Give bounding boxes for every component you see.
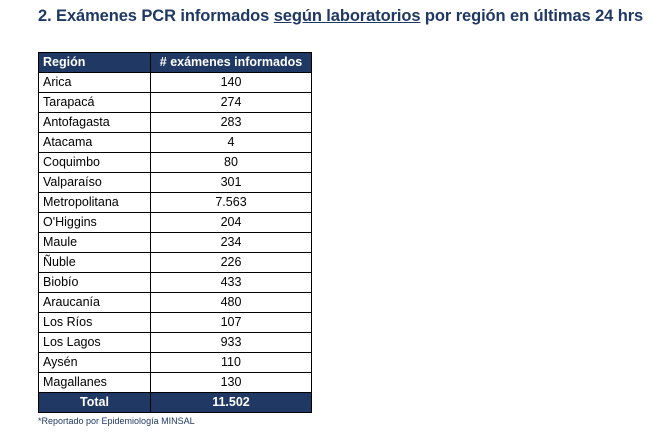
region-cell: Valparaíso <box>38 172 151 193</box>
count-cell: 80 <box>150 152 312 173</box>
region-cell: Coquimbo <box>38 152 151 173</box>
count-cell: 110 <box>150 352 312 373</box>
table-body: Arica 140 Tarapacá 274 Antofagasta 283 A… <box>38 72 312 393</box>
table-row: Magallanes 130 <box>38 372 312 393</box>
total-row: Total 11.502 <box>38 392 312 413</box>
region-cell: Antofagasta <box>38 112 151 133</box>
count-cell: 933 <box>150 332 312 353</box>
region-cell: Tarapacá <box>38 92 151 113</box>
count-cell: 204 <box>150 212 312 233</box>
count-cell: 130 <box>150 372 312 393</box>
count-cell: 301 <box>150 172 312 193</box>
region-cell: Magallanes <box>38 372 151 393</box>
table-row: Los Ríos 107 <box>38 312 312 333</box>
header-region: Región <box>38 52 151 73</box>
region-cell: Ñuble <box>38 252 151 273</box>
table-row: Ñuble 226 <box>38 252 312 273</box>
region-cell: Maule <box>38 232 151 253</box>
count-cell: 107 <box>150 312 312 333</box>
table-row: Coquimbo 80 <box>38 152 312 173</box>
count-cell: 234 <box>150 232 312 253</box>
count-cell: 283 <box>150 112 312 133</box>
count-cell: 274 <box>150 92 312 113</box>
region-cell: Araucanía <box>38 292 151 313</box>
region-cell: Aysén <box>38 352 151 373</box>
title-underlined: según laboratorios <box>273 7 421 25</box>
table-row: Metropolitana 7.563 <box>38 192 312 213</box>
title-prefix: 2. Exámenes PCR informados <box>38 7 274 25</box>
table-row: Arica 140 <box>38 72 312 93</box>
region-cell: Los Ríos <box>38 312 151 333</box>
pcr-exams-table: Región # exámenes informados Arica 140 T… <box>38 52 312 413</box>
count-cell: 4 <box>150 132 312 153</box>
total-label: Total <box>38 392 151 413</box>
table-row: Maule 234 <box>38 232 312 253</box>
count-cell: 480 <box>150 292 312 313</box>
count-cell: 7.563 <box>150 192 312 213</box>
footnote: *Reportado por Epidemiología MINSAL <box>38 416 195 426</box>
table-row: Biobío 433 <box>38 272 312 293</box>
table-row: Atacama 4 <box>38 132 312 153</box>
page-title: 2. Exámenes PCR informados según laborat… <box>38 7 643 26</box>
table-row: Los Lagos 933 <box>38 332 312 353</box>
table-row: Tarapacá 274 <box>38 92 312 113</box>
table-row: O'Higgins 204 <box>38 212 312 233</box>
region-cell: Biobío <box>38 272 151 293</box>
region-cell: Atacama <box>38 132 151 153</box>
count-cell: 226 <box>150 252 312 273</box>
region-cell: O'Higgins <box>38 212 151 233</box>
count-cell: 140 <box>150 72 312 93</box>
table-row: Valparaíso 301 <box>38 172 312 193</box>
table-row: Araucanía 480 <box>38 292 312 313</box>
title-suffix: por región en últimas 24 hrs <box>420 7 644 25</box>
table-header-row: Región # exámenes informados <box>38 52 312 73</box>
header-count: # exámenes informados <box>150 52 312 73</box>
total-value: 11.502 <box>150 392 312 413</box>
region-cell: Los Lagos <box>38 332 151 353</box>
count-cell: 433 <box>150 272 312 293</box>
table-row: Aysén 110 <box>38 352 312 373</box>
table-row: Antofagasta 283 <box>38 112 312 133</box>
region-cell: Arica <box>38 72 151 93</box>
region-cell: Metropolitana <box>38 192 151 213</box>
